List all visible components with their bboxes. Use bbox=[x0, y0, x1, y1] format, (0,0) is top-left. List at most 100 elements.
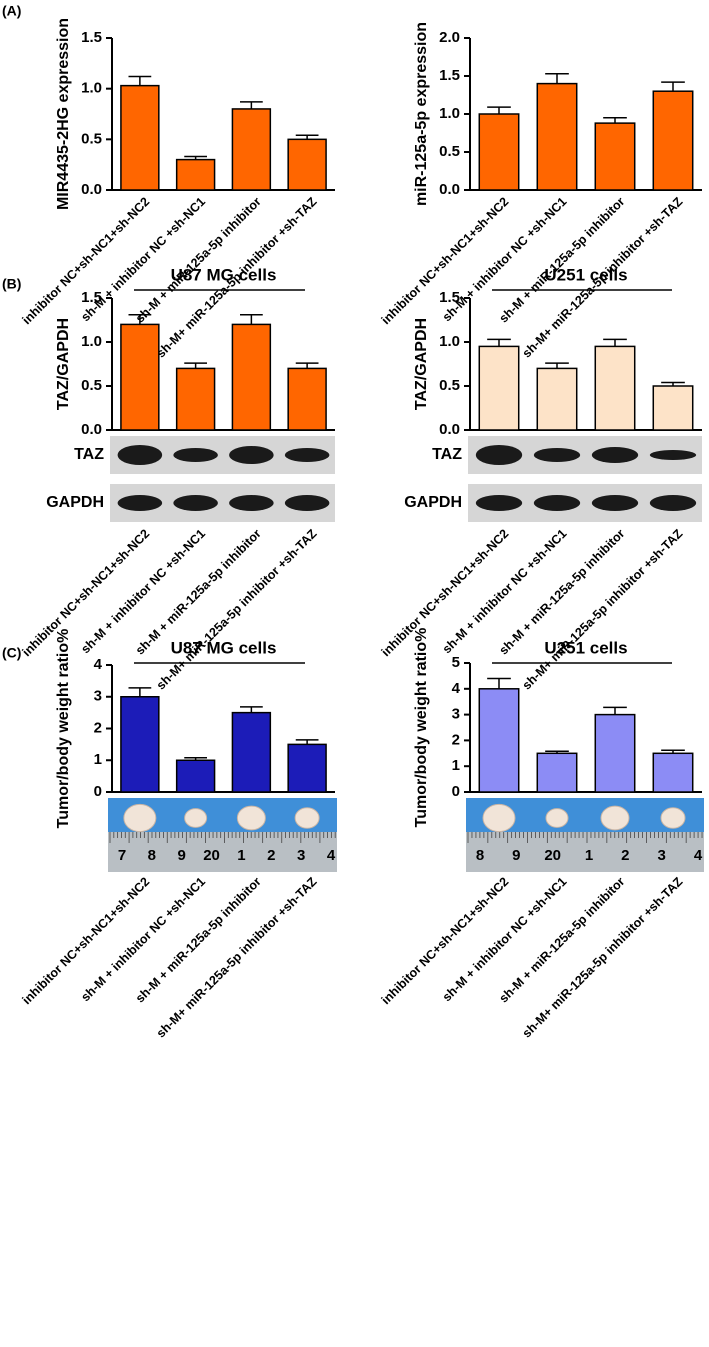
y-tick-label: 2 bbox=[452, 731, 460, 748]
y-tick-label: 3 bbox=[452, 706, 460, 723]
ruler bbox=[466, 832, 704, 872]
y-tick-label: 1.0 bbox=[439, 333, 460, 350]
y-axis-title: MIR4435-2HG expression bbox=[55, 18, 72, 210]
blot-band bbox=[229, 446, 274, 464]
y-tick-label: 0.5 bbox=[439, 143, 460, 160]
bar bbox=[536, 752, 578, 793]
bar bbox=[478, 345, 520, 431]
y-tick-label: 1.5 bbox=[81, 29, 102, 46]
blot-band bbox=[591, 495, 639, 511]
bar bbox=[594, 713, 636, 793]
bar bbox=[652, 90, 694, 191]
tumor bbox=[294, 807, 320, 829]
ruler-label: 20 bbox=[203, 847, 220, 864]
y-tick-label: 4 bbox=[94, 656, 103, 673]
y-axis-title: Tumor/body weight ratio% bbox=[55, 629, 72, 829]
bar bbox=[287, 743, 327, 793]
tumor bbox=[184, 808, 208, 828]
y-tick-label: 0.0 bbox=[81, 181, 102, 198]
ruler-label: 2 bbox=[621, 847, 629, 864]
group-header: U87 MG cells bbox=[171, 638, 277, 657]
bar bbox=[652, 385, 694, 431]
bar bbox=[175, 367, 216, 431]
y-tick-label: 3 bbox=[94, 688, 102, 705]
y-tick-label: 4 bbox=[452, 680, 461, 697]
ruler-label: 9 bbox=[512, 847, 520, 864]
y-tick-label: 1.0 bbox=[81, 333, 102, 350]
y-tick-label: 1.5 bbox=[81, 289, 102, 306]
y-tick-label: 5 bbox=[452, 654, 460, 671]
panel-label: (C) bbox=[2, 645, 21, 661]
x-tick-label: inhibitor NC+sh-NC1+sh-NC2 bbox=[379, 195, 512, 328]
ruler-label: 4 bbox=[694, 847, 703, 864]
x-tick-label: sh-M + inhibitor NC +sh-NC1 bbox=[440, 527, 570, 657]
group-header: U87 MG cells bbox=[171, 265, 277, 284]
blot-band bbox=[173, 448, 218, 462]
bar bbox=[120, 696, 160, 793]
tumor bbox=[660, 807, 686, 829]
blot-band bbox=[117, 445, 163, 465]
x-tick-label: sh-M + miR-125a-5p inhibitor bbox=[496, 874, 627, 1005]
bar bbox=[652, 752, 694, 793]
y-axis-title: Tumor/body weight ratio% bbox=[413, 628, 430, 828]
blot-band bbox=[533, 495, 581, 511]
tumor bbox=[123, 803, 157, 833]
y-tick-label: 1 bbox=[452, 757, 460, 774]
y-axis-title: TAZ/GAPDH bbox=[55, 318, 72, 410]
ruler-label: 1 bbox=[237, 847, 245, 864]
bar bbox=[287, 367, 327, 431]
y-tick-label: 2.0 bbox=[439, 29, 460, 46]
y-axis-title: TAZ/GAPDH bbox=[413, 318, 430, 410]
y-tick-label: 1.5 bbox=[439, 67, 460, 84]
tumor bbox=[600, 805, 630, 831]
y-tick-label: 0 bbox=[94, 783, 102, 800]
blot-label: TAZ bbox=[432, 446, 462, 463]
x-tick-label: inhibitor NC+sh-NC1+sh-NC2 bbox=[379, 527, 512, 660]
y-tick-label: 0.0 bbox=[439, 421, 460, 438]
blot-band bbox=[117, 495, 163, 511]
bar bbox=[478, 688, 520, 793]
ruler-label: 4 bbox=[327, 847, 336, 864]
ruler-label: 8 bbox=[148, 847, 156, 864]
blot-band bbox=[173, 495, 218, 511]
bar bbox=[231, 108, 272, 191]
panel-label: (B) bbox=[2, 276, 21, 292]
bar bbox=[536, 367, 578, 431]
ruler-label: 9 bbox=[178, 847, 186, 864]
blot-band bbox=[475, 495, 523, 511]
y-tick-label: 0.5 bbox=[439, 377, 460, 394]
x-tick-label: sh-M + miR-125a-5p inhibitor bbox=[496, 194, 627, 325]
y-tick-label: 1 bbox=[94, 751, 102, 768]
blot-band bbox=[591, 447, 639, 463]
blot-band bbox=[649, 450, 697, 460]
y-tick-label: 1.0 bbox=[81, 80, 102, 97]
ruler-label: 8 bbox=[476, 847, 484, 864]
panel-label: (A) bbox=[2, 3, 21, 19]
blot-band bbox=[284, 495, 330, 511]
ruler-label: 7 bbox=[118, 847, 126, 864]
x-tick-label: inhibitor NC+sh-NC1+sh-NC2 bbox=[379, 875, 512, 1008]
tumor bbox=[482, 803, 516, 833]
ruler-label: 2 bbox=[267, 847, 275, 864]
blot-band bbox=[229, 495, 274, 511]
tumor bbox=[236, 805, 266, 831]
x-tick-label: sh-M + inhibitor NC +sh-NC1 bbox=[440, 875, 570, 1005]
bar bbox=[120, 323, 160, 431]
y-axis-title: miR-125a-5p expression bbox=[413, 22, 430, 206]
ruler-label: 3 bbox=[297, 847, 305, 864]
y-tick-label: 0.5 bbox=[81, 130, 102, 147]
ruler-label: 1 bbox=[585, 847, 593, 864]
group-header: U251 cells bbox=[544, 638, 627, 657]
bar bbox=[287, 138, 327, 191]
blot-band bbox=[284, 448, 330, 462]
bar bbox=[231, 323, 272, 431]
blot-band bbox=[533, 448, 581, 462]
bar bbox=[594, 345, 636, 431]
y-tick-label: 0 bbox=[452, 783, 460, 800]
bar bbox=[594, 122, 636, 191]
blot-band bbox=[475, 445, 523, 465]
ruler-label: 3 bbox=[657, 847, 665, 864]
bar bbox=[536, 82, 578, 191]
blot-label: GAPDH bbox=[404, 494, 462, 511]
